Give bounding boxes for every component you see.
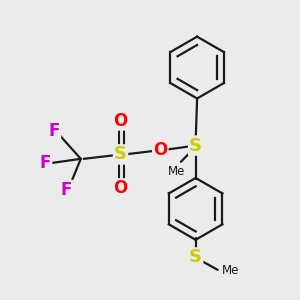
Text: O: O — [113, 179, 128, 197]
Text: F: F — [49, 122, 60, 140]
Text: F: F — [60, 181, 72, 199]
Text: S: S — [189, 136, 202, 154]
Text: O: O — [153, 141, 167, 159]
Text: Me: Me — [168, 165, 185, 178]
Text: S: S — [114, 146, 127, 164]
Text: Me: Me — [222, 264, 239, 277]
Text: O: O — [113, 112, 128, 130]
Text: F: F — [40, 154, 51, 172]
Text: S: S — [189, 248, 202, 266]
